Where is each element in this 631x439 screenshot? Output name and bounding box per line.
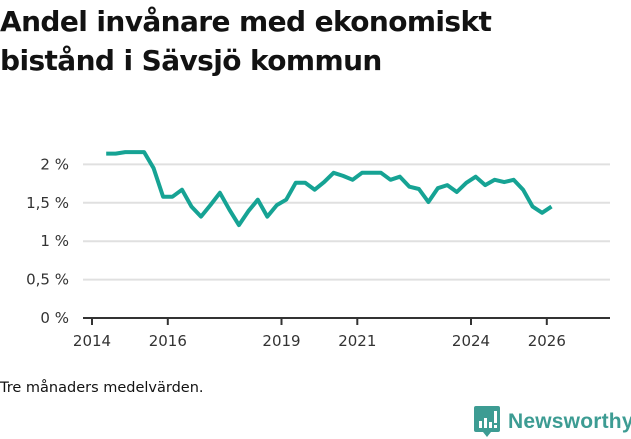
x-tick-label: 2016 bbox=[149, 332, 187, 350]
chart-title: Andel invånare med ekonomiskt bistånd i … bbox=[0, 2, 492, 80]
data-line bbox=[106, 150, 553, 228]
brand-name: Newsworthy bbox=[508, 410, 631, 433]
x-tick-label: 2024 bbox=[452, 332, 490, 350]
title-line-2: bistånd i Sävsjö kommun bbox=[0, 44, 382, 77]
x-tick-label: 2021 bbox=[338, 332, 376, 350]
y-tick-label: 0,5 % bbox=[26, 271, 69, 289]
title-line-1: Andel invånare med ekonomiskt bbox=[0, 5, 492, 38]
y-tick-label: 0 % bbox=[40, 309, 69, 327]
line-chart: 0 % 0,5 % 1 % 1,5 % 2 % 2014 2016 2019 2021 2024… bbox=[26, 150, 610, 350]
gridlines bbox=[83, 163, 610, 281]
newsworthy-logo[interactable]: Newsworthy bbox=[474, 406, 631, 438]
footnote: Tre månaders medelvärden. bbox=[0, 380, 204, 396]
x-tick-label: 2026 bbox=[528, 332, 566, 350]
x-tick-label: 2019 bbox=[262, 332, 300, 350]
y-tick-label: 1 % bbox=[40, 232, 69, 250]
x-tick-label: 2014 bbox=[73, 332, 111, 350]
y-tick-label: 2 % bbox=[40, 155, 69, 173]
bar-chart-speech-bubble-icon bbox=[474, 406, 500, 437]
y-axis-labels: 0 % 0,5 % 1 % 1,5 % 2 % bbox=[26, 155, 69, 327]
x-axis: 2014 2016 2019 2021 2024 2026 bbox=[73, 317, 610, 350]
y-tick-label: 1,5 % bbox=[26, 194, 69, 212]
